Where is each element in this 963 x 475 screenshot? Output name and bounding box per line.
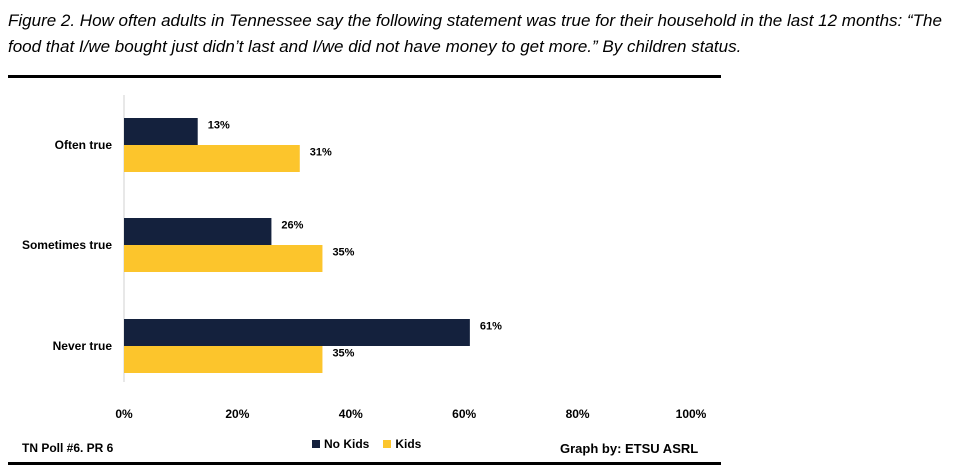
chart-title: Figure 2. How often adults in Tennessee … <box>8 11 942 56</box>
top-rule <box>8 75 721 78</box>
legend-item-kids: Kids <box>383 437 421 451</box>
data-label: 26% <box>281 220 303 232</box>
bar-kids <box>124 245 323 272</box>
category-label: Often true <box>55 138 113 152</box>
category-label: Never true <box>53 339 113 353</box>
x-tick-label: 80% <box>566 407 590 421</box>
graph-credit: Graph by: ETSU ASRL <box>560 441 699 456</box>
bar-kids <box>124 145 300 172</box>
bar-no-kids <box>124 118 198 145</box>
legend-label-no-kids: No Kids <box>324 437 370 451</box>
x-tick-label: 40% <box>339 407 363 421</box>
x-tick-label: 60% <box>452 407 476 421</box>
bar-kids <box>124 346 323 373</box>
legend-swatch-no-kids <box>312 440 320 448</box>
data-label: 61% <box>480 321 502 333</box>
x-tick-label: 20% <box>225 407 249 421</box>
x-tick-label: 100% <box>676 407 707 421</box>
legend-item-no-kids: No Kids <box>312 437 369 451</box>
bottom-rule <box>8 462 721 465</box>
legend-label-kids: Kids <box>395 437 422 451</box>
data-label: 13% <box>208 120 230 132</box>
category-label: Sometimes true <box>22 238 112 252</box>
x-tick-label: 0% <box>115 407 133 421</box>
legend-swatch-kids <box>383 440 392 448</box>
data-label: 31% <box>310 147 332 159</box>
source-note: TN Poll #6. PR 6 <box>22 441 114 455</box>
legend: No Kids Kids <box>312 437 421 451</box>
data-label: 35% <box>332 247 354 259</box>
bar-no-kids <box>124 319 470 346</box>
bar-no-kids <box>124 218 272 245</box>
data-label: 35% <box>332 348 354 360</box>
